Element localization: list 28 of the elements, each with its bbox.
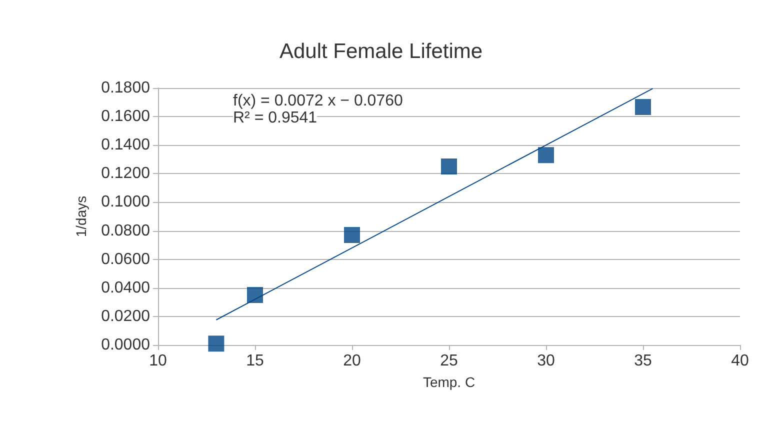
point — [635, 98, 651, 115]
x-tick-label: 40 — [731, 352, 749, 370]
point — [247, 287, 263, 304]
x-axis-title: Temp. C — [422, 374, 476, 390]
y-tick-label: 0.1600 — [101, 108, 150, 126]
y-tick-label: 0.1000 — [101, 194, 150, 211]
point — [344, 227, 360, 244]
x-tick-label: 35 — [634, 352, 652, 370]
x-tick-label: 25 — [440, 352, 458, 370]
chart-title: Adult Female Lifetime — [279, 40, 483, 63]
y-tick-label: 0.1800 — [101, 80, 150, 96]
point — [538, 147, 554, 164]
y-tick-label: 0.0400 — [101, 279, 150, 296]
x-tick-label: 10 — [149, 352, 167, 370]
x-tick-label: 15 — [246, 352, 264, 370]
y-tick-label: 0.1400 — [101, 136, 150, 154]
point — [208, 336, 224, 352]
x-tick-label: 30 — [537, 352, 555, 370]
y-axis-title: 1/days — [73, 196, 89, 238]
annotation: R² = 0.9541 — [233, 110, 318, 126]
y-tick-label: 0.0800 — [101, 222, 150, 240]
y-tick-label: 0.0600 — [101, 250, 150, 268]
annotation: f(x) = 0.0072 x − 0.0760 — [233, 92, 403, 110]
y-tick-label: 0.1200 — [101, 165, 150, 182]
x-tick-label: 20 — [343, 352, 361, 370]
y-tick-label: 0.0200 — [101, 308, 150, 325]
y-tick-label: 0.0000 — [101, 336, 150, 354]
point — [441, 158, 457, 175]
